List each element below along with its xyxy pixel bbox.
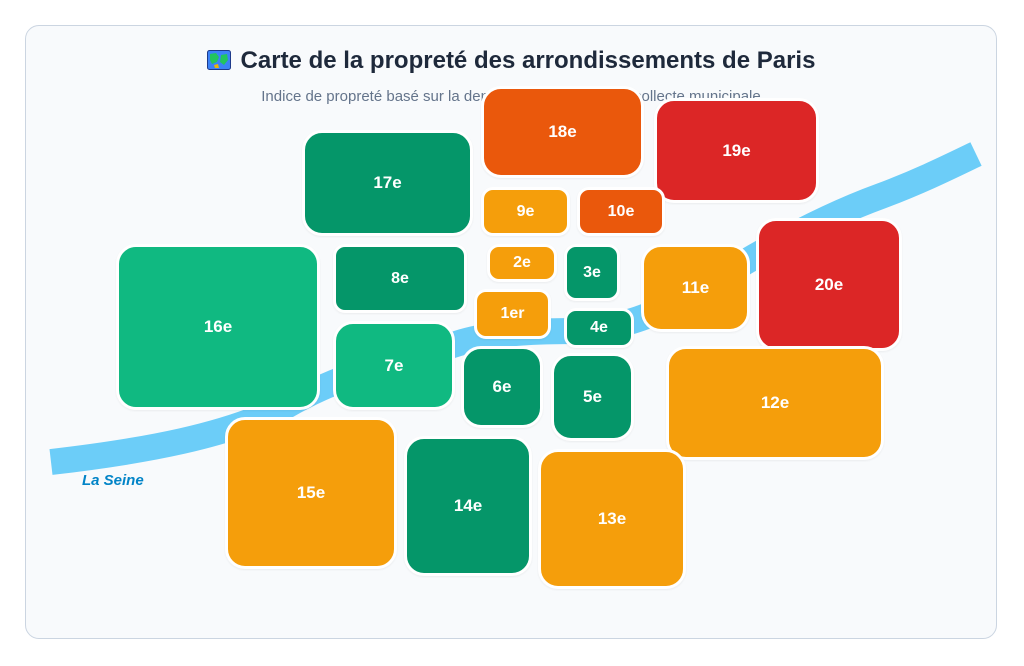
arrondissement-1-label: 1er xyxy=(500,305,525,322)
arrondissement-9-label: 9e xyxy=(516,202,535,220)
map-card: Carte de la propreté des arrondissements… xyxy=(25,25,997,639)
arrondissement-6-label: 6e xyxy=(492,377,512,396)
arrondissement-13[interactable]: 13e xyxy=(538,449,686,589)
arrondissement-13-label: 13e xyxy=(597,509,627,528)
seine-label: La Seine xyxy=(82,472,144,489)
arrondissement-3-label: 3e xyxy=(583,263,601,281)
arrondissement-7-label: 7e xyxy=(384,355,404,375)
page-title: Carte de la propreté des arrondissements… xyxy=(26,47,996,75)
arrondissement-4[interactable]: 4e xyxy=(564,308,634,348)
arrondissement-14-label: 14e xyxy=(453,496,483,515)
arrondissement-16-label: 16e xyxy=(203,317,233,336)
arrondissement-1[interactable]: 1er xyxy=(474,289,551,339)
arrondissement-2-label: 2e xyxy=(513,254,531,271)
arrondissement-20[interactable]: 20e xyxy=(756,218,902,351)
page-title-text: Carte de la propreté des arrondissements… xyxy=(240,47,816,74)
arrondissement-11-label: 11e xyxy=(681,278,710,297)
arrondissement-20-label: 20e xyxy=(814,274,844,294)
arrondissement-15[interactable]: 15e xyxy=(225,417,397,569)
arrondissement-4-label: 4e xyxy=(590,319,608,336)
arrondissement-6[interactable]: 6e xyxy=(461,346,543,428)
arrondissement-5-label: 5e xyxy=(583,387,602,406)
arrondissement-14[interactable]: 14e xyxy=(404,436,532,576)
arrondissement-9[interactable]: 9e xyxy=(481,187,570,236)
arrondissement-17-label: 17e xyxy=(373,173,402,192)
arrondissement-2[interactable]: 2e xyxy=(487,244,557,282)
arrondissement-18[interactable]: 18e xyxy=(481,86,644,178)
arrondissement-8[interactable]: 8e xyxy=(333,244,467,313)
arrondissement-10-label: 10e xyxy=(607,202,635,220)
map-icon xyxy=(206,50,231,70)
arrondissement-19[interactable]: 19e xyxy=(654,98,819,203)
arrondissement-18-label: 18e xyxy=(548,122,577,141)
arrondissement-10[interactable]: 10e xyxy=(577,187,665,236)
arrondissement-12[interactable]: 12e xyxy=(666,346,884,460)
arrondissement-8-label: 8e xyxy=(391,269,409,287)
arrondissement-19-label: 19e xyxy=(722,140,751,160)
arrondissement-15-label: 15e xyxy=(296,483,326,502)
arrondissement-5[interactable]: 5e xyxy=(551,353,634,441)
arrondissement-11[interactable]: 11e xyxy=(641,244,750,332)
arrondissement-3[interactable]: 3e xyxy=(564,244,620,301)
arrondissement-16[interactable]: 16e xyxy=(116,244,320,410)
arrondissement-12-label: 12e xyxy=(760,393,790,412)
arrondissement-17[interactable]: 17e xyxy=(302,130,473,236)
arrondissement-7[interactable]: 7e xyxy=(333,321,455,410)
